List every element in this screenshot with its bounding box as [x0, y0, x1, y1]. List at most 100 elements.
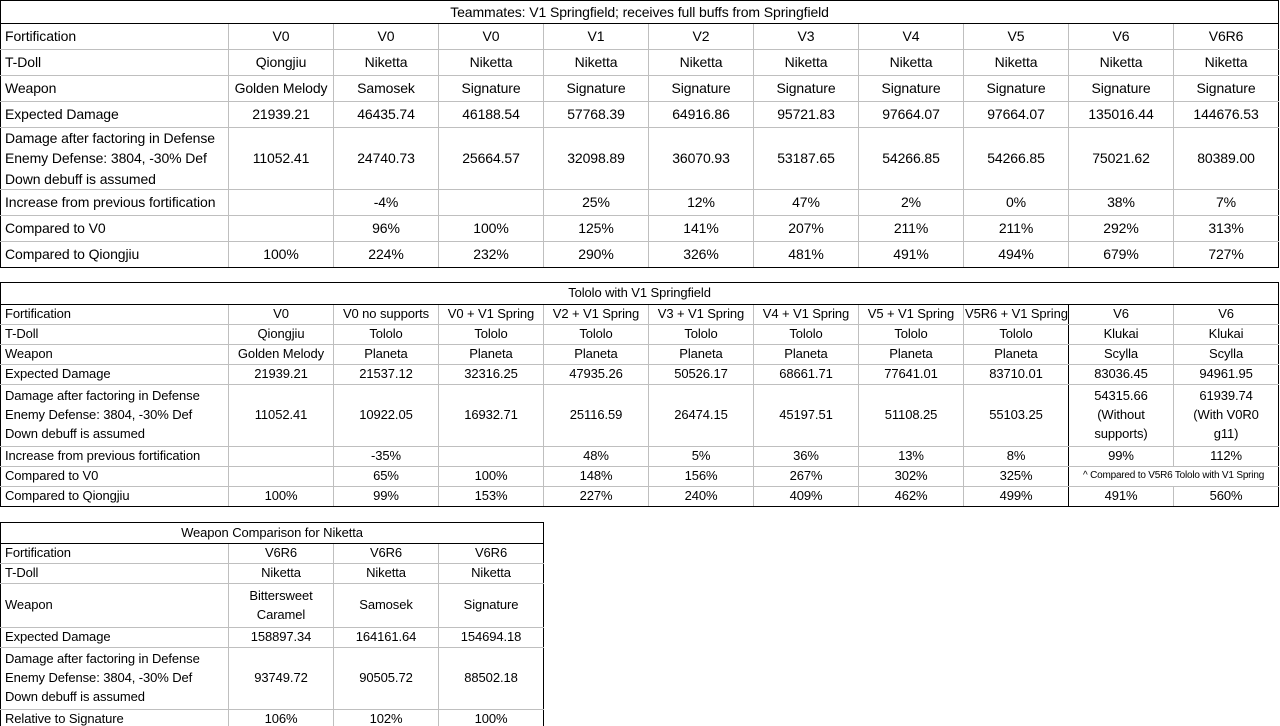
cell: 100% [437, 709, 545, 726]
table-title: Teammates: V1 Springfield; receives full… [0, 0, 1280, 24]
row-label: Expected Damage [0, 627, 229, 648]
cell: Niketta [333, 49, 439, 76]
cell: V1 [543, 23, 649, 50]
table-row: Damage after factoring in Defense Enemy … [0, 384, 1280, 447]
cell: Klukai [1172, 324, 1280, 345]
cell: V6R6 [333, 543, 439, 564]
table-row: Compared to Qiongjiu 100% 99% 153% 227% 240% 4… [0, 486, 1280, 507]
cell: 224% [333, 241, 439, 268]
cell: V0 [228, 23, 334, 50]
row-label: Weapon [0, 583, 229, 628]
cell: 240% [648, 486, 754, 507]
cell: 61939.74 (With V0R0 g11) [1172, 384, 1280, 447]
cell: 47% [753, 189, 859, 216]
cell: 13% [858, 446, 964, 467]
cell: 96% [333, 215, 439, 242]
cell: 232% [438, 241, 544, 268]
cell: -4% [333, 189, 439, 216]
cell: 211% [858, 215, 964, 242]
cell [228, 446, 334, 467]
cell: 53187.65 [753, 127, 859, 190]
cell: Niketta [437, 563, 545, 584]
cell: Qiongjiu [228, 49, 334, 76]
row-label: Damage after factoring in Defense Enemy … [0, 384, 229, 447]
cell: V6 [1068, 23, 1174, 50]
row-label: T-Doll [0, 49, 229, 76]
cell: V5R6 + V1 Spring [963, 304, 1069, 325]
cell: 144676.53 [1172, 101, 1280, 128]
cell: ^ Compared to V5R6 Tololo with V1 Spring [1067, 466, 1280, 487]
table-row: Weapon Golden Melody Samosek Signature Signa… [0, 75, 1280, 102]
cell: 80389.00 [1172, 127, 1280, 190]
cell: V0 [438, 23, 544, 50]
cell [438, 189, 544, 216]
cell: V2 + V1 Spring [543, 304, 649, 325]
cell: 462% [858, 486, 964, 507]
cell: -35% [333, 446, 439, 467]
table-row: Fortification V6R6 V6R6 V6R6 [0, 543, 545, 564]
cell: Signature [963, 75, 1069, 102]
cell: 25664.57 [438, 127, 544, 190]
cell: V5 + V1 Spring [858, 304, 964, 325]
cell: 100% [228, 486, 334, 507]
cell: Niketta [543, 49, 649, 76]
cell: Golden Melody [228, 344, 334, 365]
cell: 100% [438, 215, 544, 242]
cell: 95721.83 [753, 101, 859, 128]
cell: 90505.72 [333, 647, 439, 710]
cell: 727% [1172, 241, 1280, 268]
cell: 32316.25 [438, 364, 544, 385]
cell: 290% [543, 241, 649, 268]
cell: 153% [438, 486, 544, 507]
cell: Planeta [753, 344, 859, 365]
row-label: Compared to Qiongjiu [0, 486, 229, 507]
cell: 679% [1068, 241, 1174, 268]
cell: Niketta [333, 563, 439, 584]
row-label: Fortification [0, 304, 229, 325]
table-row: T-Doll Niketta Niketta Niketta [0, 563, 545, 584]
cell [228, 466, 334, 487]
cell: 38% [1068, 189, 1174, 216]
cell: Planeta [858, 344, 964, 365]
table-row: Fortification V0 V0 no supports V0 + V1 Spr… [0, 304, 1280, 325]
cell: Planeta [333, 344, 439, 365]
row-label: T-Doll [0, 563, 229, 584]
cell: Tololo [858, 324, 964, 345]
cell: 21939.21 [228, 101, 334, 128]
cell: 36070.93 [648, 127, 754, 190]
cell: Signature [858, 75, 964, 102]
cell: Planeta [963, 344, 1069, 365]
cell: 100% [438, 466, 544, 487]
cell: 16932.71 [438, 384, 544, 447]
cell: 227% [543, 486, 649, 507]
row-label: Relative to Signature [0, 709, 229, 726]
row-label: Compared to Qiongjiu [0, 241, 229, 268]
cell: Tololo [963, 324, 1069, 345]
cell: 24740.73 [333, 127, 439, 190]
cell: V6R6 [1172, 23, 1280, 50]
table-row: Weapon Bittersweet Caramel Samosek Signatur… [0, 583, 545, 628]
cell: 499% [963, 486, 1069, 507]
cell: V6R6 [437, 543, 545, 564]
table-row: Weapon Golden Melody Planeta Planeta Planeta… [0, 344, 1280, 365]
cell: Niketta [858, 49, 964, 76]
cell: 8% [963, 446, 1069, 467]
cell: 25116.59 [543, 384, 649, 447]
row-label: Increase from previous fortification [0, 189, 229, 216]
cell: Planeta [438, 344, 544, 365]
cell: V6 [1172, 304, 1280, 325]
cell: 12% [648, 189, 754, 216]
cell: 135016.44 [1068, 101, 1174, 128]
cell: 77641.01 [858, 364, 964, 385]
cell: 154694.18 [437, 627, 545, 648]
cell: 21537.12 [333, 364, 439, 385]
cell: 54266.85 [858, 127, 964, 190]
cell: 26474.15 [648, 384, 754, 447]
niketta-springfield-table: Teammates: V1 Springfield; receives full… [0, 0, 1280, 268]
cell: 112% [1172, 446, 1280, 467]
cell: 45197.51 [753, 384, 859, 447]
cell: 94961.95 [1172, 364, 1280, 385]
cell: 48% [543, 446, 649, 467]
cell: Signature [1068, 75, 1174, 102]
cell: 491% [858, 241, 964, 268]
